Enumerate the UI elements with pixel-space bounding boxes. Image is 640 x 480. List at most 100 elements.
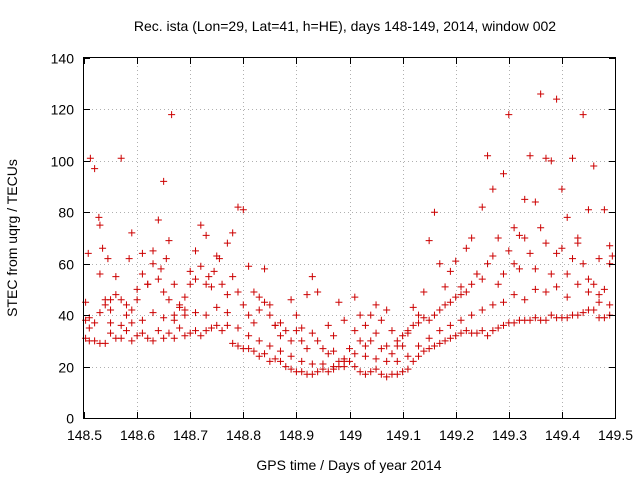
data-point	[510, 291, 518, 299]
data-point	[510, 260, 518, 268]
y-tick-label: 20	[58, 360, 74, 376]
data-point	[229, 273, 237, 281]
data-point	[351, 363, 359, 371]
data-point	[250, 288, 258, 296]
data-point	[446, 321, 454, 329]
data-point	[250, 319, 258, 327]
data-point	[202, 280, 210, 288]
data-point	[510, 319, 518, 327]
data-point	[494, 324, 502, 332]
data-point	[404, 365, 412, 373]
data-point	[261, 350, 269, 358]
data-point	[229, 229, 237, 237]
data-point	[372, 301, 380, 309]
data-point	[176, 324, 184, 332]
data-point	[282, 363, 290, 371]
data-point	[361, 342, 369, 350]
data-point	[122, 327, 130, 335]
data-point	[218, 280, 226, 288]
y-tick-label: 80	[58, 205, 74, 221]
data-point	[192, 327, 200, 335]
data-point	[335, 298, 343, 306]
x-tick-label: 148.9	[279, 427, 314, 443]
data-point	[266, 301, 274, 309]
data-point	[96, 309, 104, 317]
data-point	[531, 265, 539, 273]
data-point	[298, 324, 306, 332]
data-point	[271, 321, 279, 329]
data-point	[468, 234, 476, 242]
data-point	[234, 288, 242, 296]
y-tick-label: 40	[58, 308, 74, 324]
data-point	[308, 360, 316, 368]
data-point	[484, 152, 492, 160]
data-point	[117, 334, 125, 342]
data-point	[430, 342, 438, 350]
data-point	[314, 288, 322, 296]
data-point	[367, 337, 375, 345]
data-point	[494, 234, 502, 242]
data-point	[489, 301, 497, 309]
data-point	[261, 265, 269, 273]
data-point	[608, 252, 616, 260]
y-tick-label: 120	[51, 102, 75, 118]
data-point	[197, 221, 205, 229]
data-point	[91, 319, 99, 327]
data-point	[314, 368, 322, 376]
data-point	[340, 316, 348, 324]
x-tick-label: 148.5	[67, 427, 102, 443]
data-point	[478, 275, 486, 283]
data-point	[393, 357, 401, 365]
data-point	[154, 275, 162, 283]
data-point	[96, 270, 104, 278]
data-point	[404, 352, 412, 360]
data-point	[569, 255, 577, 263]
data-point	[245, 345, 253, 353]
data-point	[468, 280, 476, 288]
data-point	[425, 237, 433, 245]
data-point	[361, 370, 369, 378]
data-point	[399, 332, 407, 340]
data-point	[319, 360, 327, 368]
data-point	[340, 363, 348, 371]
data-point	[425, 345, 433, 353]
data-point	[95, 213, 103, 221]
data-point	[234, 324, 242, 332]
data-point	[223, 309, 231, 317]
data-point	[478, 306, 486, 314]
data-point	[361, 321, 369, 329]
data-point	[595, 291, 603, 299]
data-point	[223, 321, 231, 329]
data-point	[531, 198, 539, 206]
data-point	[245, 332, 253, 340]
data-point	[537, 90, 545, 98]
data-point	[85, 324, 93, 332]
data-point	[176, 301, 184, 309]
x-tick-label: 149.4	[545, 427, 580, 443]
data-point	[420, 314, 428, 322]
data-point	[600, 314, 608, 322]
data-point	[91, 337, 99, 345]
data-point	[107, 319, 115, 327]
data-point	[521, 296, 529, 304]
data-point	[250, 347, 258, 355]
data-point	[207, 324, 215, 332]
data-point	[415, 352, 423, 360]
data-point	[149, 260, 157, 268]
data-point	[287, 337, 295, 345]
data-point	[468, 311, 476, 319]
data-point	[186, 267, 194, 275]
data-point	[579, 260, 587, 268]
data-point	[96, 221, 104, 229]
data-point	[117, 321, 125, 329]
data-point	[521, 234, 529, 242]
data-point	[308, 273, 316, 281]
data-point	[510, 224, 518, 232]
x-tick-label: 148.7	[173, 427, 208, 443]
data-point	[186, 280, 194, 288]
data-point	[276, 347, 284, 355]
data-point	[415, 342, 423, 350]
x-tick-label: 149.3	[492, 427, 527, 443]
data-point	[356, 368, 364, 376]
